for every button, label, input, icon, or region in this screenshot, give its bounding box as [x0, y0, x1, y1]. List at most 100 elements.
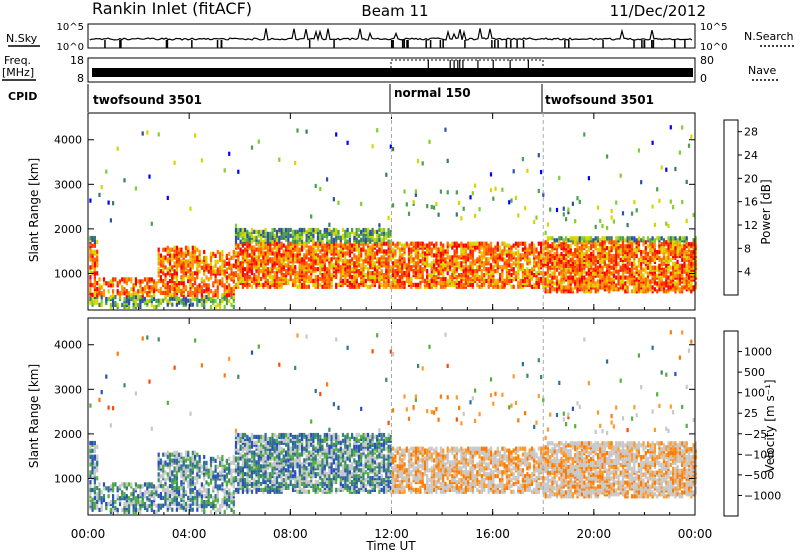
power-cell	[435, 241, 438, 246]
power-cell	[678, 251, 681, 257]
power-cell	[298, 271, 301, 276]
power-cell	[571, 201, 574, 206]
power-cell	[128, 295, 131, 300]
power-cell	[585, 257, 588, 262]
power-cell	[544, 246, 547, 251]
power-cell	[669, 265, 672, 270]
velocity-cell	[118, 484, 122, 489]
velocity-cell	[112, 488, 115, 493]
power-cell	[565, 250, 568, 255]
power-cell	[216, 285, 219, 290]
power-cell	[180, 281, 183, 286]
power-cell	[335, 269, 338, 274]
power-cell	[171, 253, 174, 258]
velocity-cell	[141, 484, 144, 489]
velocity-cell	[171, 470, 174, 475]
power-cell	[96, 255, 99, 260]
power-cell	[109, 302, 112, 307]
power-cell	[678, 287, 681, 292]
power-cell	[203, 255, 206, 260]
velocity-cell	[203, 507, 206, 512]
power-cell	[346, 140, 349, 145]
power-cell	[214, 269, 217, 274]
power-cell	[606, 263, 609, 268]
power-cell	[123, 296, 126, 302]
power-cell	[651, 285, 654, 290]
power-cell	[583, 287, 586, 292]
power-cell	[676, 263, 679, 268]
power-cell	[155, 285, 158, 290]
power-cell	[483, 273, 486, 278]
power-cell	[428, 241, 431, 246]
power-cell	[430, 267, 433, 272]
power-cell	[576, 196, 579, 201]
velocity-cell	[168, 458, 172, 463]
power-cell	[558, 253, 561, 259]
power-cell	[392, 269, 395, 274]
power-cell	[102, 289, 106, 294]
power-cell	[446, 190, 449, 195]
power-cell	[216, 289, 219, 294]
velocity-cell	[128, 482, 131, 487]
power-cell	[658, 263, 661, 268]
power-cell	[194, 286, 197, 292]
power-cell	[162, 255, 165, 260]
power-cell	[510, 263, 513, 268]
power-cell	[603, 244, 606, 249]
power-cell	[353, 247, 356, 252]
velocity-cell	[134, 503, 137, 509]
power-cell	[321, 233, 324, 238]
power-cell	[519, 263, 522, 268]
power-cell	[544, 287, 547, 292]
power-cell	[508, 249, 511, 254]
power-cell	[537, 241, 540, 246]
power-cell	[175, 279, 178, 284]
power-cell	[685, 267, 688, 272]
power-cell	[462, 273, 465, 278]
power-cell	[96, 286, 99, 292]
power-cell	[660, 236, 663, 241]
power-cell	[182, 261, 185, 266]
power-cell	[239, 269, 242, 274]
power-cell	[102, 293, 106, 298]
power-cell	[503, 251, 506, 256]
velocity-cell	[164, 487, 167, 493]
power-cell	[148, 298, 151, 304]
power-cell	[535, 247, 538, 252]
velocity-cell	[132, 496, 135, 501]
power-cell	[234, 282, 238, 287]
velocity-cell	[168, 505, 172, 510]
power-cell	[608, 240, 611, 245]
power-cell	[191, 249, 194, 254]
velocity-cell	[157, 507, 160, 512]
power-cell	[348, 284, 351, 289]
power-cell	[651, 251, 654, 257]
power-cell	[460, 216, 463, 221]
power-cell	[464, 280, 467, 285]
power-cell	[512, 276, 515, 282]
power-cell	[203, 279, 206, 284]
power-cell	[489, 247, 493, 252]
power-cell	[348, 231, 351, 236]
power-cell	[526, 255, 529, 260]
power-cell	[212, 281, 215, 286]
power-cell	[132, 295, 135, 300]
velocity-cell	[194, 338, 197, 343]
power-cell	[458, 273, 461, 278]
power-cell	[410, 276, 413, 282]
power-cell	[426, 243, 429, 248]
power-cell	[371, 253, 374, 258]
power-cell	[257, 261, 260, 266]
power-cell	[590, 251, 593, 257]
power-cell	[291, 269, 295, 274]
power-cell	[232, 271, 235, 276]
power-cell	[296, 229, 299, 234]
power-cell	[239, 239, 242, 244]
power-cell	[537, 251, 540, 256]
power-cell	[262, 229, 265, 234]
velocity-cell	[166, 503, 169, 508]
power-cell	[567, 207, 570, 212]
power-cell	[369, 245, 372, 250]
power-cell	[499, 245, 502, 250]
velocity-cell	[89, 474, 92, 479]
